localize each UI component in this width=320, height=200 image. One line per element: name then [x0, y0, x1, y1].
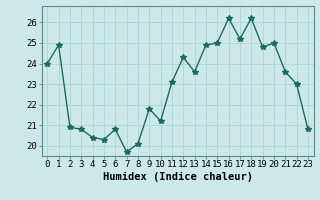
X-axis label: Humidex (Indice chaleur): Humidex (Indice chaleur): [103, 172, 252, 182]
